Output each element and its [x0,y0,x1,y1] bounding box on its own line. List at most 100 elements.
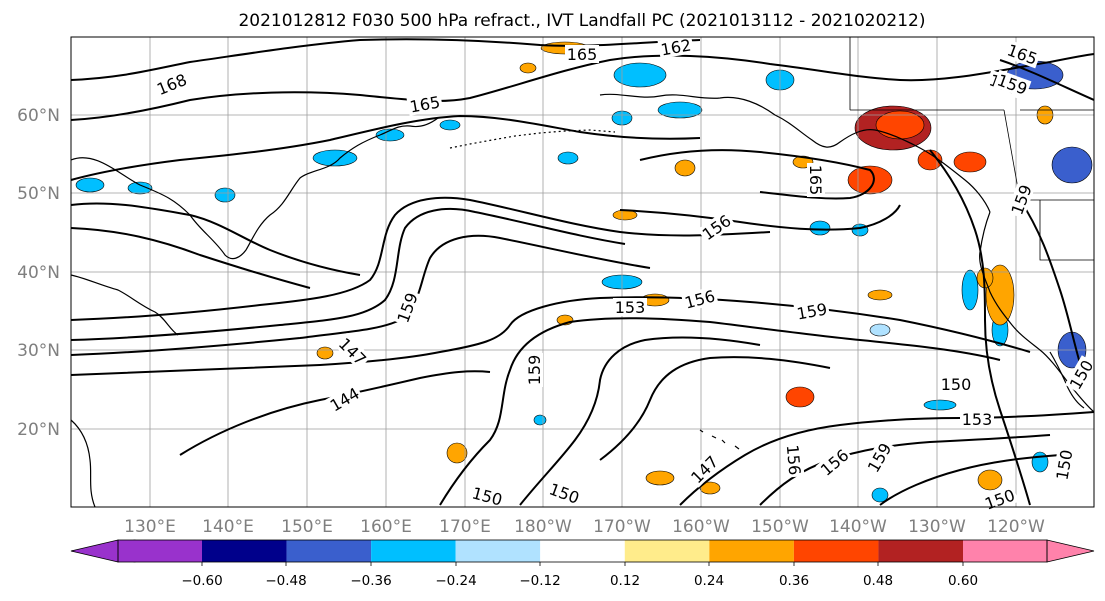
colorbar-tick-label: 0.36 [779,573,809,589]
negative-anomaly-patch [1051,146,1093,184]
positive-anomaly-patch [519,62,537,74]
contour-line [70,196,771,321]
contour-label-bg [613,298,647,316]
colorbar-segment [624,540,710,562]
positive-anomaly-patch [977,469,1003,491]
longitude-tick-label: 170°W [593,517,651,537]
positive-anomaly-patch [785,386,815,408]
contour-line [679,411,1095,506]
negative-anomaly-patch [375,128,405,142]
coastline-segment [599,93,991,213]
contour-label-text: 165 [567,45,598,64]
contour-line [439,317,1001,506]
contour-label: 159 [525,353,544,387]
contour-label: 153 [960,410,994,429]
colorbar: −0.60 −0.48 −0.36 −0.24 −0.12 0.12 0.24 0.36 0.4… [70,539,1095,589]
colorbar-segment [540,540,625,562]
positive-anomaly-patch [645,470,675,486]
contour-label-bg [325,382,364,416]
colorbar-extend-low-outline [70,539,119,563]
colorbar-segment [371,540,456,562]
longitude-tick-label: 130°W [908,517,966,537]
negative-anomaly-patch [961,269,979,311]
contour-label: 153 [613,298,647,317]
contour-line [999,59,1095,101]
colorbar-segment [709,540,794,562]
longitude-tick-label: 130°E [124,517,176,537]
contour-line [619,204,901,231]
longitude-tick-label: 180°W [514,517,572,537]
contour-line [70,202,361,276]
latitude-tick-label: 60°N [17,106,60,126]
contour-label-bg [545,478,584,508]
positive-anomaly-patch [867,289,893,301]
contour-label-bg [862,438,896,477]
contour-label-bg [680,285,719,313]
colorbar-tick-label: −0.36 [350,573,391,589]
coastline-segment [70,419,96,508]
longitude-tick-label: 150°W [751,517,809,537]
map-panel: 1681651621651651591651561591591531561591… [70,35,1098,514]
contour-label-bg [815,444,854,481]
contour-line [879,454,1061,506]
contour-label-bg [783,442,805,478]
contour-label-bg [334,332,372,370]
contour-line [70,208,626,341]
latitude-tick-label: 40°N [17,263,60,283]
contour-label-bg [685,450,723,488]
colorbar-tick-label: 0.24 [694,573,724,589]
colorbar-segment [286,540,372,562]
contour-label: 162 [657,35,695,60]
colorbar-tick-label: 0.60 [948,573,978,589]
colorbar-segment [878,540,963,562]
negative-anomaly-patch [127,181,153,195]
map-frame [70,36,1095,508]
contour-label-text: 156 [783,444,805,476]
contour-label-bg [697,210,736,245]
contour-line [929,149,1031,506]
negative-anomaly-patch [439,119,461,131]
longitude-tick-labels: 130°E 140°E 150°E 160°E 170°E 180°W 170°W 160°W… [124,517,1045,537]
latitude-tick-label: 30°N [17,341,60,361]
contour-label: 165 [806,163,825,197]
contour-label-bg [793,299,831,323]
contour-line [70,227,311,289]
contour-label-text: 165 [806,165,825,196]
contour-label-bg [1003,39,1042,69]
latitude-tick-label: 50°N [17,184,60,204]
positive-anomaly-patch [446,442,468,464]
contour-label: 168 [152,69,191,99]
colorbar-tick-label: −0.12 [519,573,560,589]
longitude-tick-label: 170°E [439,517,491,537]
contour-label-bg [1064,355,1098,394]
colorbar-segment [455,540,541,562]
negative-anomaly-patch [869,323,891,337]
contour-line [639,149,875,200]
contour-line [519,336,761,506]
longitude-tick-label: 150°E [281,517,333,537]
longitude-tick-label: 160°E [360,517,412,537]
contour-label-text: 153 [962,410,993,429]
longitude-tick-label: 120°W [987,517,1045,537]
shaded-anomaly-layer [75,41,1093,503]
contour-label-bg [993,69,1032,99]
negative-anomaly-patch [613,62,667,88]
contour-label-bg [565,45,599,63]
negative-anomaly-patch [557,151,579,165]
contour-label: 156 [783,442,805,478]
colorbar-tick-label: −0.24 [435,573,476,589]
colorbar-segments [70,539,1095,563]
contour-label-bg [657,35,695,59]
contour-label-bg [525,353,543,387]
contour-label-bg [807,163,825,197]
negative-anomaly-patch [809,220,831,236]
colorbar-segment [202,540,287,562]
contour-line [1019,199,1086,381]
contour-line [599,356,831,461]
coastline-segment [699,429,740,450]
latitude-tick-labels: 60°N 50°N 40°N 30°N 20°N [17,106,60,440]
graticule [71,37,1094,507]
longitude-tick-label: 140°W [829,517,887,537]
colorbar-tick-label: 0.48 [863,573,893,589]
